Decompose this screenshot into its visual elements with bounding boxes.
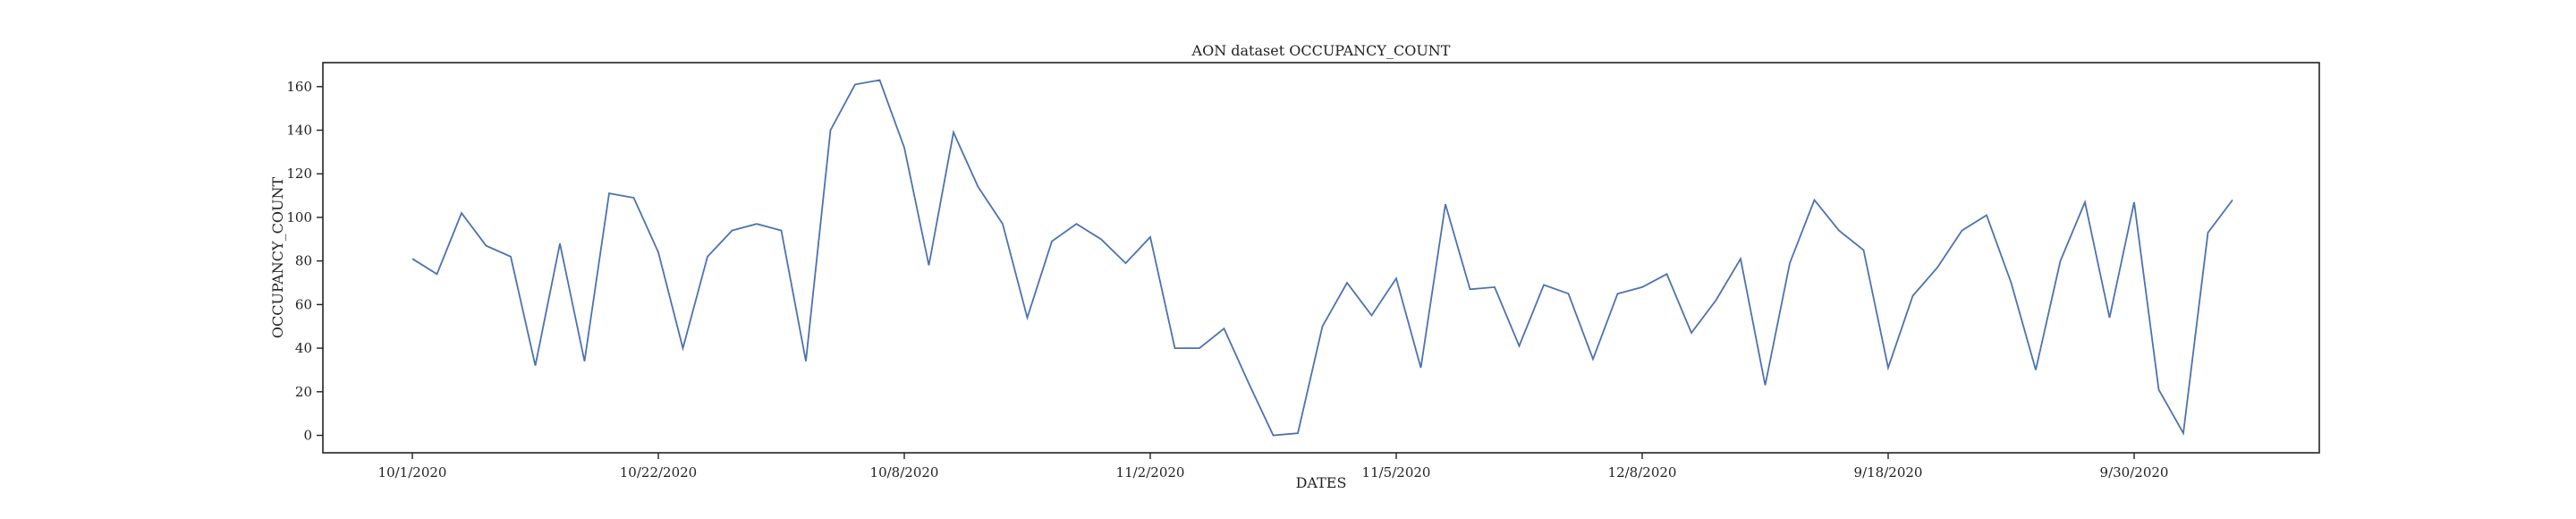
x-tick-label: 9/30/2020 (2100, 464, 2169, 481)
chart-title: AON dataset OCCUPANCY_COUNT (1191, 42, 1451, 59)
x-tick-label: 10/1/2020 (378, 464, 447, 481)
x-tick-label: 11/2/2020 (1116, 464, 1185, 481)
y-tick-label: 160 (286, 79, 312, 95)
x-tick-label: 11/5/2020 (1362, 464, 1431, 481)
y-tick-label: 80 (295, 253, 312, 269)
y-tick-label: 40 (295, 340, 312, 356)
x-tick-label: 9/18/2020 (1854, 464, 1923, 481)
y-tick-label: 0 (303, 428, 312, 444)
y-tick-label: 60 (295, 296, 312, 312)
x-axis-title: DATES (1296, 474, 1347, 491)
y-tick-label: 20 (295, 384, 312, 400)
y-tick-label: 140 (286, 123, 312, 139)
y-tick-label: 120 (286, 166, 312, 182)
y-tick-label: 100 (286, 209, 312, 225)
y-axis-title: OCCUPANCY_COUNT (269, 177, 286, 339)
x-tick-label: 10/8/2020 (870, 464, 939, 481)
x-tick-label: 12/8/2020 (1608, 464, 1677, 481)
x-tick-label: 10/22/2020 (620, 464, 697, 481)
